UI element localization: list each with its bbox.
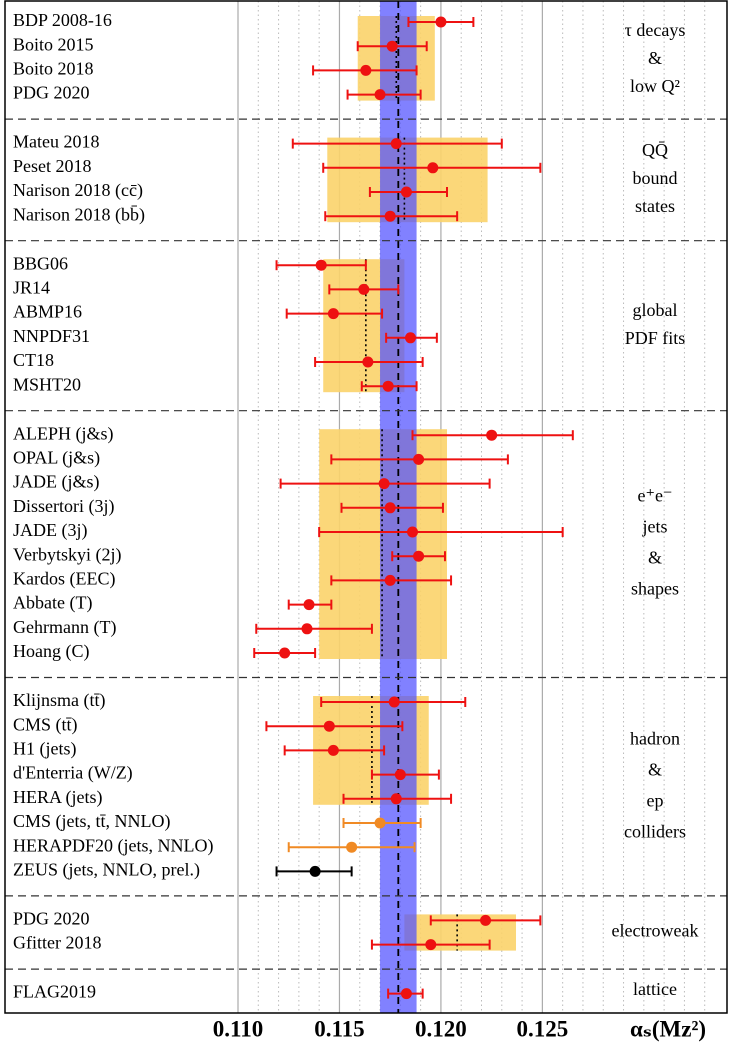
point — [315, 259, 327, 271]
point — [413, 550, 425, 562]
point — [327, 744, 339, 756]
group-label: lattice — [633, 979, 677, 999]
row-label: PDG 2020 — [13, 83, 90, 103]
row-label: ABMP16 — [13, 302, 82, 322]
point — [374, 89, 386, 101]
row-label: FLAG2019 — [13, 982, 96, 1002]
row-label: BDP 2008-16 — [13, 10, 112, 30]
row-label: Narison 2018 (cc̄) — [13, 180, 143, 201]
point — [327, 308, 339, 320]
row-label: H1 (jets) — [13, 739, 76, 760]
x-tick-label: 0.115 — [314, 1016, 364, 1041]
point — [390, 138, 402, 150]
point — [358, 283, 370, 295]
point — [346, 841, 358, 853]
group-label: τ decays — [625, 20, 686, 40]
point — [486, 429, 498, 441]
point — [425, 939, 437, 951]
point — [400, 988, 412, 1000]
row-label: CMS (tt̄) — [13, 714, 78, 735]
group-label: QQ̄ — [642, 140, 668, 160]
row-label: Narison 2018 (bb̄) — [13, 204, 145, 225]
point — [384, 502, 396, 514]
point — [394, 769, 406, 781]
group-label: bound — [633, 168, 678, 188]
group-label: e⁺e⁻ — [638, 486, 673, 506]
row-label: CT18 — [13, 350, 54, 370]
point — [382, 380, 394, 392]
point — [400, 186, 412, 198]
group-label: low Q² — [630, 76, 680, 96]
point — [384, 210, 396, 222]
x-tick-label: 0.120 — [415, 1016, 467, 1041]
plot-frame — [4, 0, 728, 1014]
row-label: Verbytskyi (2j) — [13, 544, 121, 565]
group-label: electroweak — [612, 921, 699, 941]
row-label: Mateu 2018 — [13, 132, 99, 152]
point — [384, 574, 396, 586]
row-label: OPAL (j&s) — [13, 448, 100, 469]
group-label: PDF fits — [625, 328, 686, 348]
row-label: Boito 2018 — [13, 59, 94, 79]
point — [388, 696, 400, 708]
group-label: colliders — [624, 821, 686, 841]
row-label: Dissertori (3j) — [13, 496, 114, 517]
row-label: d'Enterria (W/Z) — [13, 763, 133, 784]
row-label: Klijnsma (tt̄) — [13, 690, 106, 711]
row-label: ZEUS (jets, NNLO, prel.) — [13, 860, 200, 881]
point — [360, 64, 372, 76]
row-label: PDG 2020 — [13, 909, 90, 929]
group-label: & — [648, 548, 662, 568]
row-label: JADE (3j) — [13, 520, 88, 541]
point — [386, 40, 398, 52]
row-label: MSHT20 — [13, 374, 81, 394]
x-tick-label: 0.125 — [517, 1016, 569, 1041]
row-label: Hoang (C) — [13, 641, 89, 662]
row-label: BBG06 — [13, 253, 68, 273]
point — [435, 16, 447, 28]
point — [407, 526, 419, 538]
group-label: ep — [647, 790, 664, 810]
point — [279, 647, 291, 659]
point — [390, 793, 402, 805]
group-label: & — [648, 48, 662, 68]
row-label: HERAPDF20 (jets, NNLO) — [13, 835, 214, 856]
row-label: Peset 2018 — [13, 156, 92, 176]
row-label: CMS (jets, tt̄, NNLO) — [13, 811, 171, 832]
group-label: jets — [642, 517, 668, 537]
point — [362, 356, 374, 368]
row-label: Abbate (T) — [13, 593, 92, 614]
group-label: shapes — [631, 579, 679, 599]
row-label: Kardos (EEC) — [13, 569, 115, 590]
point — [309, 865, 321, 877]
x-tick-label: 0.110 — [213, 1016, 263, 1041]
row-label: NNPDF31 — [13, 326, 90, 346]
row-label: Gehrmann (T) — [13, 617, 116, 638]
group-label: hadron — [630, 728, 680, 748]
point — [378, 478, 390, 490]
point — [427, 162, 439, 174]
point — [374, 817, 386, 829]
point — [323, 720, 335, 732]
point — [404, 332, 416, 344]
x-axis-title: αₛ(Mᴢ²) — [630, 1016, 706, 1041]
group-label: & — [648, 759, 662, 779]
row-label: Gfitter 2018 — [13, 933, 101, 953]
group-label: global — [633, 300, 678, 320]
point — [301, 623, 313, 635]
group-label: states — [635, 196, 675, 216]
point — [480, 914, 492, 926]
row-label: JADE (j&s) — [13, 472, 100, 493]
point — [413, 453, 425, 465]
row-label: HERA (jets) — [13, 787, 103, 808]
row-label: JR14 — [13, 278, 50, 298]
row-label: ALEPH (j&s) — [13, 423, 114, 444]
point — [303, 599, 315, 611]
row-label: Boito 2015 — [13, 34, 94, 54]
